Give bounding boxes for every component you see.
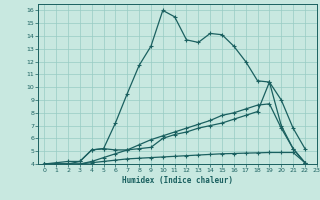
X-axis label: Humidex (Indice chaleur): Humidex (Indice chaleur) <box>122 176 233 185</box>
